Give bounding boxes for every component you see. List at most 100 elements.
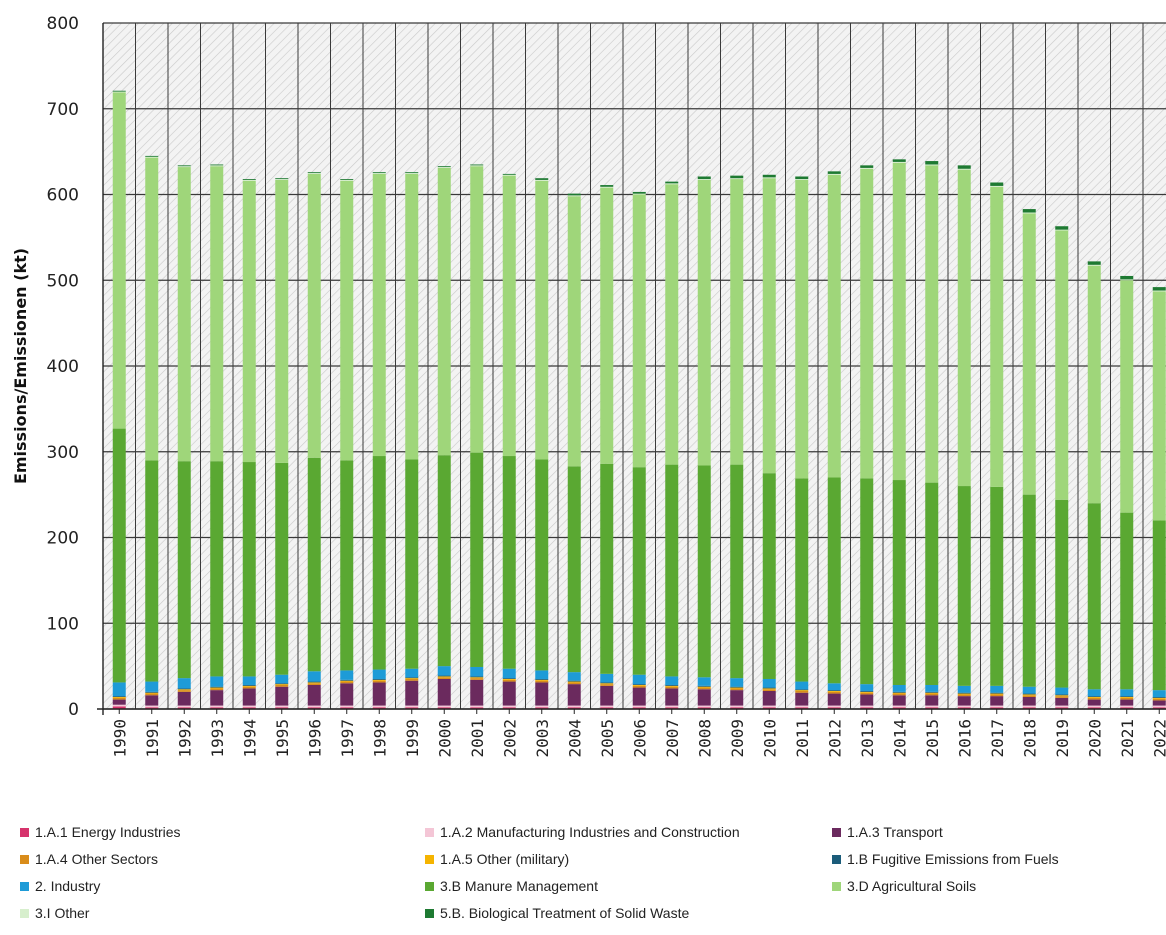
x-tick-label: 2009: [728, 719, 747, 758]
bar-segment: [112, 704, 126, 707]
bar-segment: [957, 685, 971, 693]
bar-segment: [892, 480, 906, 685]
bar-segment: [860, 168, 874, 479]
bar-segment: [210, 166, 224, 462]
bar-segment: [762, 177, 776, 179]
bar-segment: [210, 707, 224, 709]
bar-segment: [892, 684, 906, 692]
bar-segment: [145, 155, 159, 157]
bar-segment: [437, 676, 451, 678]
bar-segment: [242, 688, 256, 706]
bar-segment: [925, 482, 939, 685]
bar-segment: [827, 707, 841, 709]
bar-segment: [1055, 687, 1069, 695]
bar-segment: [1152, 707, 1166, 709]
bar-segment: [242, 686, 256, 689]
bar-segment: [600, 187, 614, 464]
bar-segment: [632, 191, 646, 194]
bar-segment: [1087, 699, 1101, 706]
legend-label: 2. Industry: [35, 878, 101, 894]
bar-segment: [1087, 265, 1101, 504]
bar-segment: [795, 478, 809, 682]
legend-swatch: [20, 827, 29, 837]
bar-segment: [827, 693, 841, 706]
bar-segment: [145, 460, 159, 682]
bar-segment: [177, 461, 191, 679]
bar-segment: [1022, 694, 1036, 696]
bar-segment: [1055, 697, 1069, 706]
bar-segment: [145, 681, 159, 692]
legend-label: 3.I Other: [35, 905, 90, 921]
bar-segment: [535, 682, 549, 706]
x-tick-label: 2002: [500, 719, 519, 758]
bar-segment: [892, 705, 906, 708]
bar-segment: [470, 666, 484, 677]
bar-segment: [762, 688, 776, 690]
bar-segment: [957, 694, 971, 697]
bar-segment: [275, 686, 289, 706]
x-tick-label: 2011: [793, 719, 812, 758]
bar-segment: [925, 707, 939, 709]
bar-segment: [632, 684, 646, 685]
bar-segment: [372, 682, 386, 706]
bar-segment: [112, 428, 126, 683]
bar-segment: [177, 690, 191, 692]
bar-segment: [762, 174, 776, 178]
bar-segment: [990, 694, 1004, 697]
bar-segment: [795, 690, 809, 693]
bar-segment: [340, 705, 354, 708]
bar-segment: [275, 684, 289, 685]
bar-segment: [502, 173, 516, 175]
y-tick-label: 600: [47, 186, 79, 206]
bar-segment: [470, 166, 484, 453]
bar-segment: [632, 685, 646, 688]
bar-segment: [665, 705, 679, 708]
bar-segment: [892, 692, 906, 694]
bar-segment: [210, 676, 224, 687]
bar-segment: [957, 168, 971, 170]
bar-segment: [470, 164, 484, 166]
bar-segment: [242, 462, 256, 677]
bar-segment: [307, 173, 321, 458]
bar-segment: [437, 677, 451, 679]
bar-segment: [632, 194, 646, 468]
bar-segment: [632, 193, 646, 195]
bar-segment: [1055, 499, 1069, 688]
bar-segment: [730, 175, 744, 179]
bar-segment: [307, 682, 321, 684]
bar-segment: [242, 179, 256, 180]
bar-segment: [437, 705, 451, 708]
bar-segment: [145, 695, 159, 706]
bar-segment: [925, 692, 939, 694]
x-tick-label: 1996: [305, 719, 324, 758]
legend-item: 2. Industry: [20, 878, 100, 894]
bar-segment: [697, 705, 711, 708]
bar-segment: [697, 179, 711, 466]
bar-segment: [307, 705, 321, 708]
x-tick-label: 1994: [240, 719, 259, 758]
x-tick-label: 2008: [695, 719, 714, 758]
bar-segment: [665, 685, 679, 687]
bar-segment: [340, 180, 354, 461]
x-tick-label: 2013: [858, 719, 877, 758]
bar-segment: [762, 689, 776, 691]
bar-segment: [242, 707, 256, 709]
legend-swatch: [20, 854, 29, 864]
bar-segment: [470, 165, 484, 167]
bar-segment: [275, 683, 289, 685]
bar-segment: [827, 690, 841, 691]
bar-segment: [242, 180, 256, 463]
bar-segment: [502, 456, 516, 669]
bar-segment: [697, 465, 711, 678]
bar-segment: [730, 678, 744, 687]
legend-item: 1.A.2 Manufacturing Industries and Const…: [425, 824, 740, 840]
bar-segment: [730, 179, 744, 465]
bar-segment: [730, 686, 744, 688]
bar-segment: [730, 178, 744, 180]
bar-segment: [567, 195, 581, 197]
bar-segment: [405, 173, 419, 460]
legend-item: 1.A.3 Transport: [832, 824, 943, 840]
x-tick-label: 2004: [565, 719, 584, 758]
bar-segment: [372, 680, 386, 683]
bar-segment: [600, 463, 614, 674]
